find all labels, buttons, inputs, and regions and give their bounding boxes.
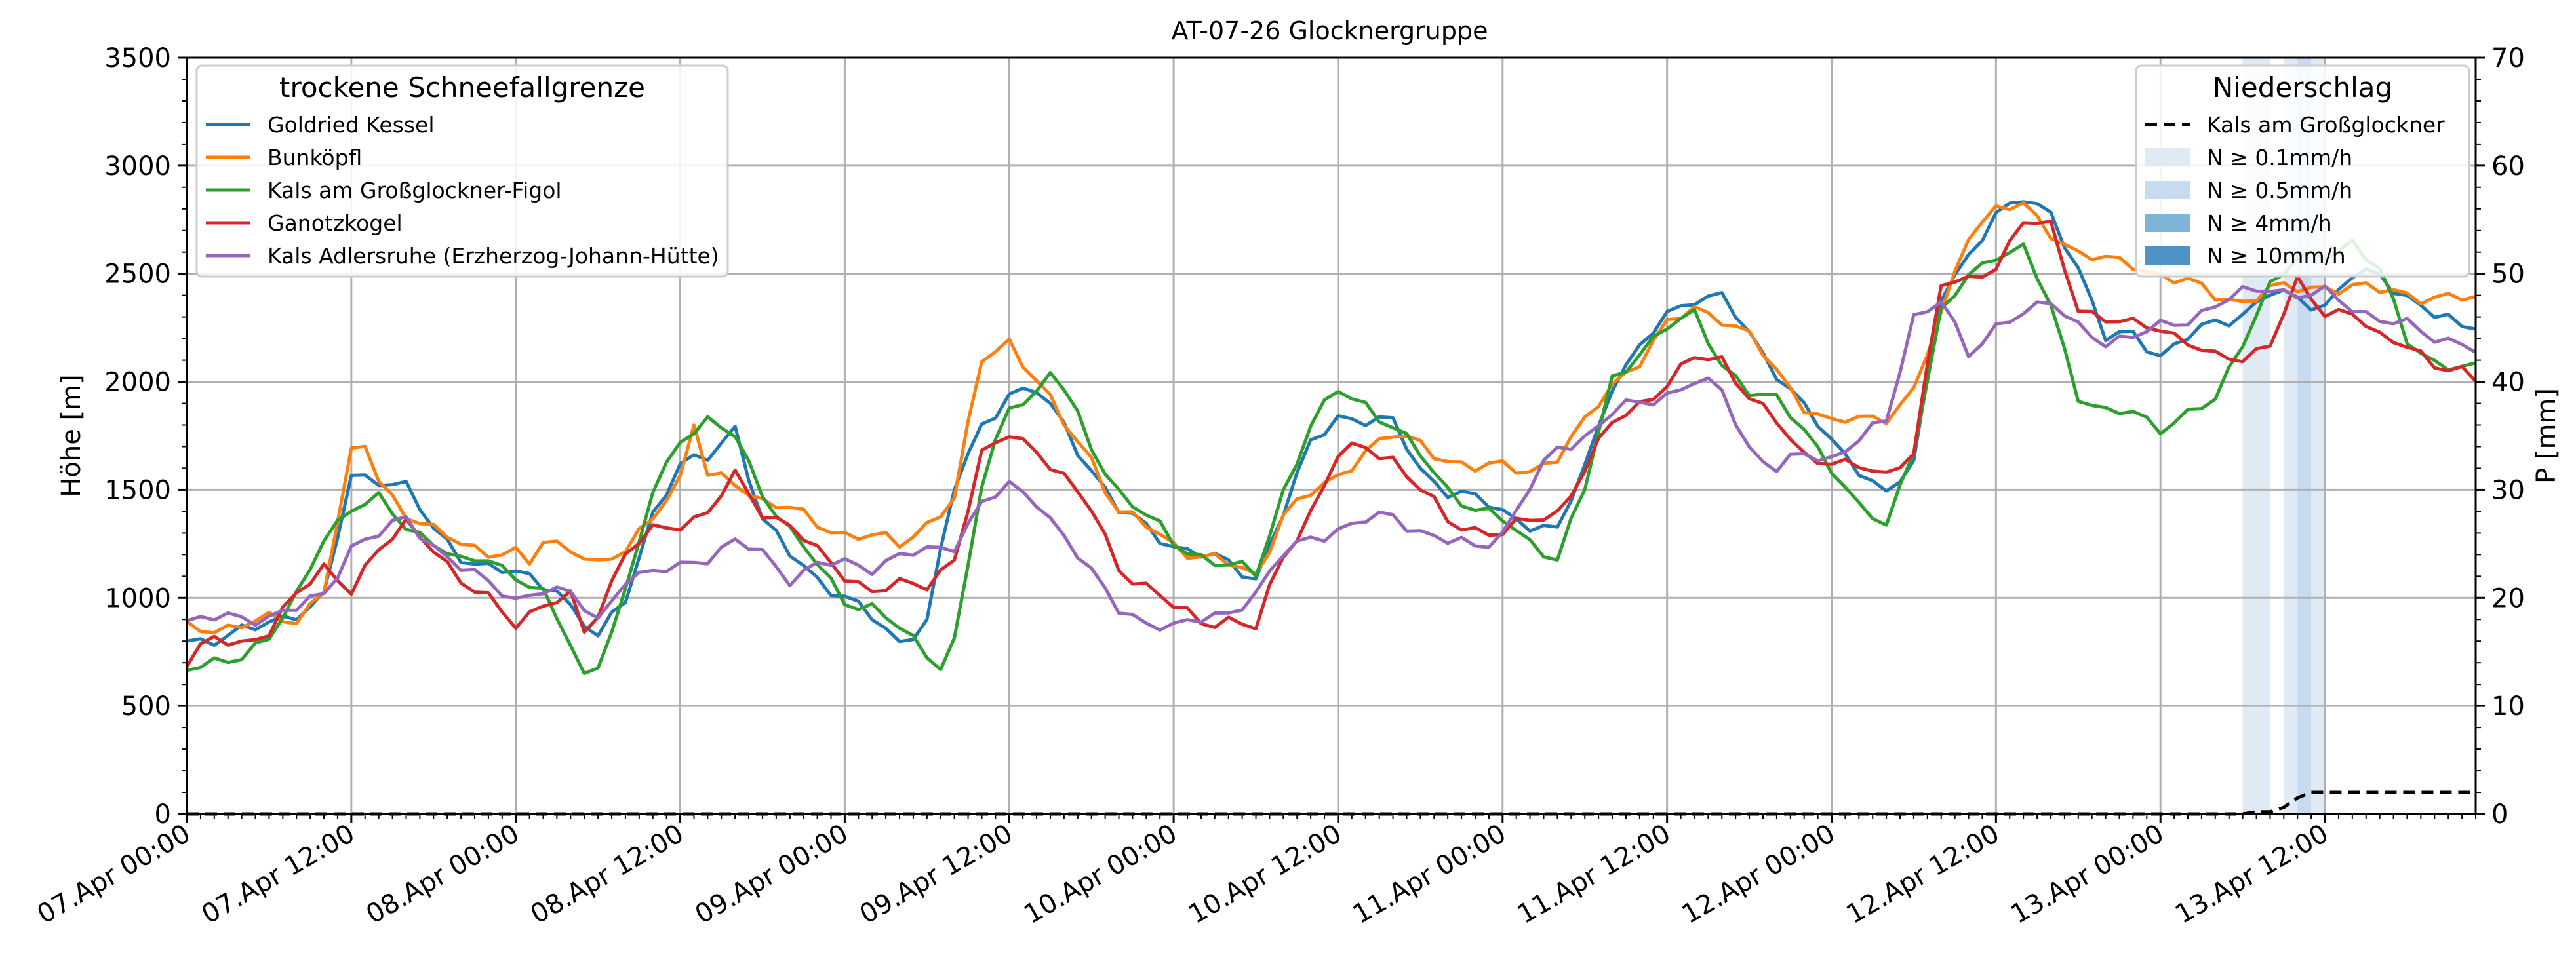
y-tick-label-left-1: 500	[121, 691, 171, 722]
y-tick-label-left-3: 1500	[104, 475, 171, 505]
series-line-2	[186, 238, 2476, 676]
legend-left-title: trockene Schneefallgrenze	[279, 71, 645, 104]
y-tick-label-left-4: 2000	[104, 368, 171, 398]
legend-left-label-1: Bunköpfl	[268, 145, 362, 170]
series-line-3	[185, 220, 2477, 668]
legend-right-band-label-3: N ≥ 10mm/h	[2207, 243, 2346, 269]
legend-right-line-label: Kals am Großglockner	[2207, 112, 2445, 138]
legend-left-label-0: Goldried Kessel	[268, 112, 435, 138]
legend-right-band-label-2: N ≥ 4mm/h	[2207, 210, 2332, 236]
y-tick-label-left-7: 3500	[104, 43, 171, 73]
y-tick-label-right-4: 40	[2491, 368, 2525, 398]
legend-right-box	[2135, 64, 2470, 278]
y-tick-label-left-0: 0	[155, 800, 171, 830]
legend-left-label-3: Ganotzkogel	[268, 210, 403, 236]
y-tick-label-right-7: 70	[2491, 43, 2525, 73]
y-tick-label-right-3: 30	[2491, 475, 2525, 505]
y-tick-label-right-5: 50	[2491, 260, 2525, 290]
y-tick-label-left-5: 2500	[104, 260, 171, 290]
legend-left-label-2: Kals am Großglockner-Figol	[268, 178, 562, 203]
legend-right-band-label-1: N ≥ 0.5mm/h	[2207, 178, 2352, 203]
series-line-0	[186, 200, 2476, 647]
legend-right-title: Niederschlag	[2213, 71, 2392, 104]
legend-left-box	[195, 64, 729, 278]
y-axis-label-left: Höhe [m]	[56, 374, 87, 497]
y-axis-label-right: P [mm]	[2531, 388, 2562, 484]
chart-title: AT-07-26 Glocknergruppe	[1172, 16, 1488, 45]
series-line-1	[186, 201, 2476, 634]
legend-right-band-swatch-2	[2145, 214, 2190, 232]
legend-right-band-swatch-0	[2145, 148, 2190, 166]
legend-right-band-swatch-3	[2145, 246, 2190, 265]
series-line-4	[186, 284, 2477, 632]
legend-right-band-swatch-1	[2145, 181, 2190, 199]
y-tick-label-left-6: 3000	[104, 151, 171, 182]
legend-left-label-4: Kals Adlersruhe (Erzherzog-Johann-Hütte)	[268, 243, 719, 269]
y-tick-label-right-1: 10	[2491, 691, 2525, 722]
y-tick-label-right-0: 0	[2491, 800, 2508, 830]
legend-right-band-label-0: N ≥ 0.1mm/h	[2207, 145, 2352, 170]
y-tick-label-right-6: 60	[2491, 151, 2525, 182]
y-tick-label-left-2: 1000	[104, 583, 171, 613]
y-tick-label-right-2: 20	[2491, 583, 2525, 613]
plot-frame	[186, 56, 2477, 815]
